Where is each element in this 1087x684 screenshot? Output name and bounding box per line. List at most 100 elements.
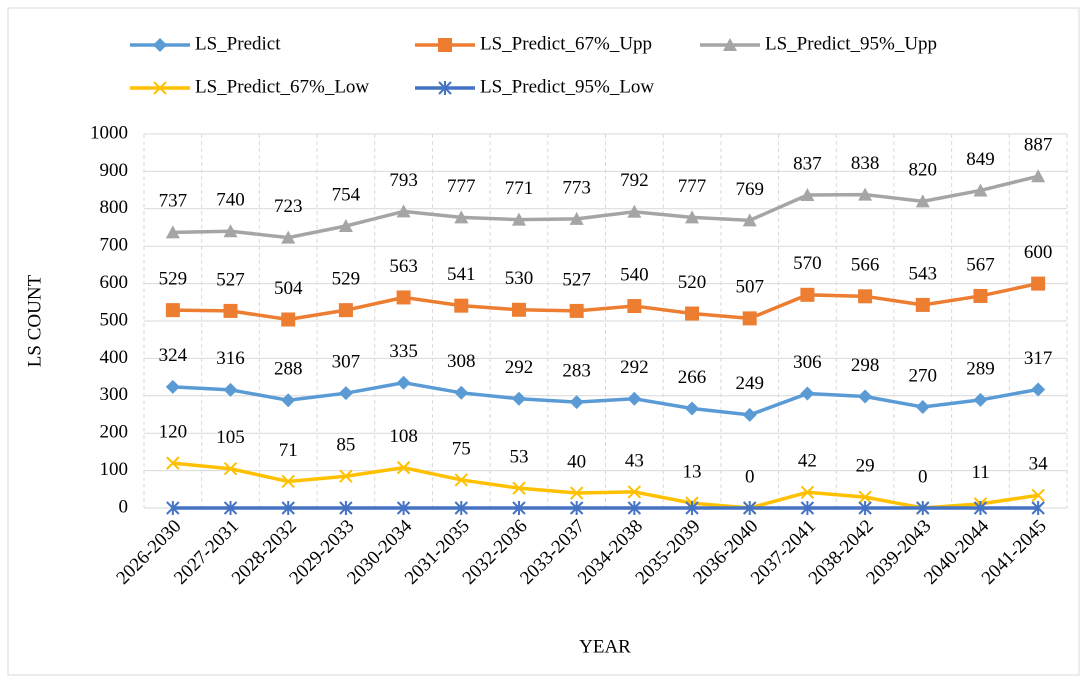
marker <box>223 501 238 515</box>
marker <box>223 462 238 476</box>
legend-marker <box>153 81 167 95</box>
marker <box>742 213 757 227</box>
data-label: 541 <box>447 264 476 285</box>
data-label: 837 <box>793 153 822 174</box>
data-label: 504 <box>274 278 303 299</box>
marker <box>916 501 930 515</box>
data-label: 771 <box>505 178 534 199</box>
marker <box>223 224 238 238</box>
marker <box>742 407 757 422</box>
data-label: 723 <box>274 196 303 217</box>
marker <box>166 501 180 515</box>
data-label: 316 <box>216 348 245 369</box>
marker <box>1031 501 1045 515</box>
marker <box>511 391 526 406</box>
marker <box>858 187 873 201</box>
marker <box>800 501 815 515</box>
marker <box>973 288 988 303</box>
data-label: 307 <box>332 352 361 373</box>
marker <box>627 391 642 406</box>
data-label: 793 <box>389 170 418 191</box>
marker <box>512 481 526 495</box>
data-label: 543 <box>909 263 938 284</box>
y-axis-title: LS COUNT <box>24 274 45 367</box>
marker <box>511 302 526 317</box>
marker <box>281 230 296 244</box>
series-line <box>172 174 1039 240</box>
marker <box>800 485 815 499</box>
marker <box>742 311 757 326</box>
marker <box>915 400 930 415</box>
marker <box>223 303 238 318</box>
data-label: 570 <box>793 253 822 274</box>
y-tick-label: 900 <box>100 160 129 181</box>
y-tick-label: 300 <box>100 384 129 405</box>
marker <box>858 490 872 504</box>
marker <box>396 501 411 515</box>
marker <box>858 501 872 515</box>
marker <box>1031 488 1045 502</box>
data-label: 317 <box>1024 348 1053 369</box>
data-label: 292 <box>620 357 649 378</box>
marker <box>454 298 469 313</box>
data-label: 754 <box>332 184 361 205</box>
data-label: 108 <box>389 426 418 447</box>
data-label: 120 <box>159 421 188 442</box>
data-label: 29 <box>856 456 875 477</box>
y-tick-label: 100 <box>100 459 129 480</box>
marker <box>396 375 411 390</box>
marker <box>973 392 988 407</box>
marker <box>281 501 295 515</box>
data-label: 85 <box>336 435 355 456</box>
data-label: 324 <box>159 345 188 366</box>
marker <box>281 312 296 327</box>
marker <box>569 501 584 515</box>
marker <box>915 297 930 312</box>
marker <box>454 385 469 400</box>
data-label: 0 <box>918 466 928 487</box>
data-label: 773 <box>562 177 591 198</box>
data-label: 567 <box>966 254 995 275</box>
marker <box>569 395 584 410</box>
marker <box>165 379 180 394</box>
marker <box>915 194 930 208</box>
series-line <box>172 281 1039 322</box>
marker <box>685 501 699 515</box>
marker <box>569 486 584 500</box>
marker <box>512 501 526 515</box>
data-label: 527 <box>216 269 245 290</box>
data-label: 308 <box>447 351 476 372</box>
series-line <box>172 380 1039 417</box>
marker <box>685 210 700 224</box>
y-tick-label: 700 <box>100 235 129 256</box>
marker <box>627 204 642 218</box>
marker <box>338 219 353 233</box>
data-label: 298 <box>851 355 880 376</box>
data-label: 849 <box>966 149 995 170</box>
data-label: 769 <box>735 179 764 200</box>
data-label: 600 <box>1024 242 1053 263</box>
marker <box>569 211 584 225</box>
y-tick-label: 0 <box>119 496 129 517</box>
marker <box>800 386 815 401</box>
marker <box>396 290 411 305</box>
data-label: 820 <box>909 160 938 181</box>
series-line <box>172 461 1039 510</box>
data-label: 887 <box>1024 135 1053 156</box>
data-label: 0 <box>745 466 755 487</box>
marker <box>338 386 353 401</box>
data-label: 289 <box>966 358 995 379</box>
marker <box>973 501 988 515</box>
data-label: 13 <box>683 461 702 482</box>
data-label: 75 <box>452 438 471 459</box>
data-label: 777 <box>447 176 476 197</box>
marker <box>396 460 411 475</box>
data-label: 335 <box>389 341 418 362</box>
data-label: 43 <box>625 450 644 471</box>
marker <box>339 501 353 515</box>
marker <box>511 212 526 226</box>
data-label: 53 <box>509 447 528 468</box>
data-label: 40 <box>567 451 586 472</box>
data-label: 292 <box>505 357 534 378</box>
